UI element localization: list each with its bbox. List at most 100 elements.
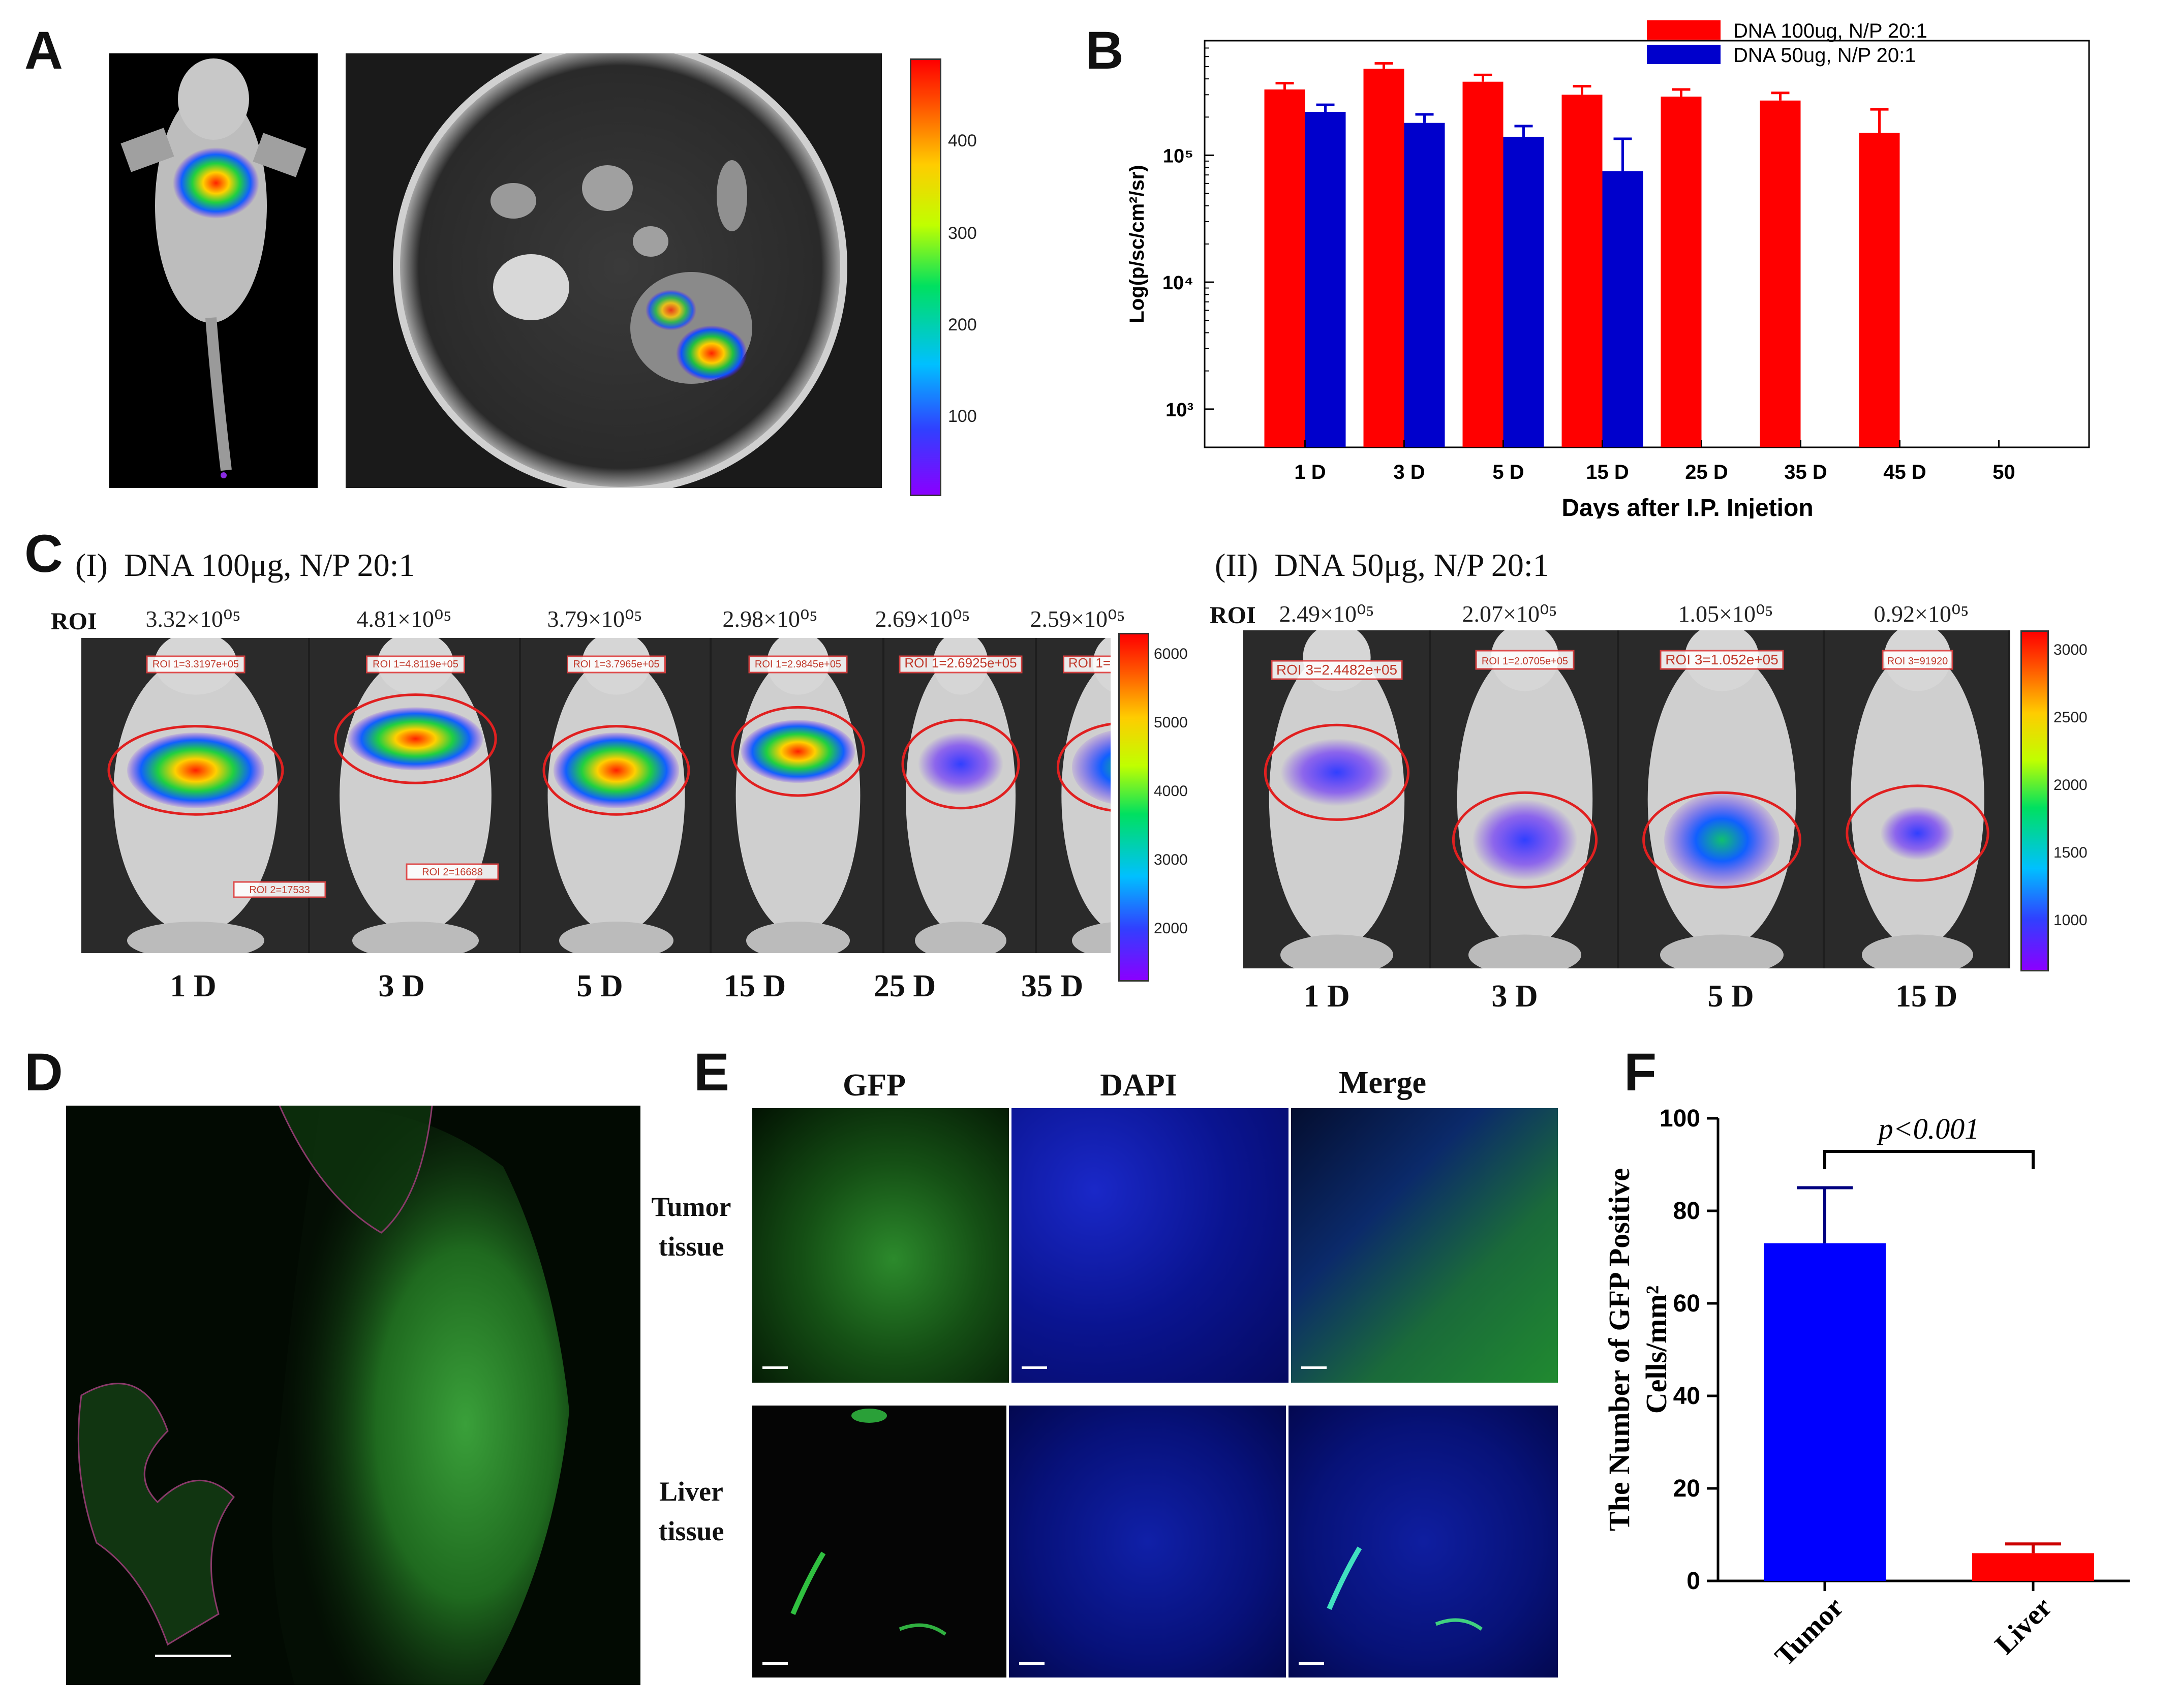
g2-mouse-1-signal [1280,738,1393,806]
g1-roi2-tag-1: ROI 2=17533 [249,884,310,896]
bar-f-liver [1972,1553,2094,1581]
g1-mouse-2-body [340,657,492,934]
g1-roi-5: 2.69×10⁰⁵ [875,606,970,632]
g1-roi2-tag-box-1 [233,881,326,898]
scale-bar-e1 [762,1366,788,1369]
g1-roi-tag-2: ROI 1=4.8119e+05 [373,659,458,670]
group2-mouse-svg: ROI 3=2.4482e+05 ROI 1=2.0705e+05 ROI 3=1.… [1243,630,2008,968]
g1-mouse-5-feet [915,922,1006,953]
e-liver-gfp-image [752,1406,1006,1678]
g2-mouse-1-feet [1280,934,1393,968]
g1-mouse-4-signal [741,720,855,783]
g2-roi-tag-4: ROI 3=91920 [1887,656,1948,667]
g1-roi-4: 2.98×10⁰⁵ [722,606,818,632]
panel-label-b: B [1085,21,1124,80]
g1-day-3: 5 D [576,969,623,1003]
colorbar-c2-2500: 2500 [2053,709,2088,726]
bar-f-tumor [1764,1243,1886,1581]
chart-b: 10³ 10⁴ 10⁵ 1 D 3 D 5 D 15 D 25 D 35 D 45 D 50 Days… [1126,20,2090,518]
legend-swatch-b-1 [1647,20,1721,40]
colorbar-c2-1500: 1500 [2053,844,2088,861]
e-liver-dapi-image [1009,1406,1286,1678]
g1-mouse-6-roi-circle [1056,722,1111,812]
x-tick-label-f-liver: Liver [1989,1591,2058,1660]
g1-roi-tag-box-1 [146,655,246,674]
g1-roi-tag-5: ROI 1=2.6925e+05 [904,655,1017,670]
scale-bar-e5 [1019,1662,1045,1665]
x-tick-label-b: 3 D [1393,461,1425,483]
e-row-label-tumor-line1: Tumor [651,1192,731,1222]
g1-roi-tag-6: ROI 1=2.5905e+05 [1068,655,1111,670]
colorbar-a-tick-300: 300 [948,224,977,243]
group2-mouse-strip: ROI 3=2.4482e+05 ROI 1=2.0705e+05 ROI 3=1.… [1243,630,2010,968]
mouse-whole-body-image [109,53,318,488]
g2-mouse-2-signal [1472,799,1578,881]
y-tick-label-f: 0 [1686,1568,1700,1595]
colorbar-c1 [1118,633,1149,982]
legend-label-b-1: DNA 100ug, N/P 20:1 [1733,20,1927,42]
g1-mouse-4-feet [746,922,850,953]
x-tick-label-b: 25 D [1685,461,1728,483]
g1-mouse-3-signal [553,733,680,808]
x-axis-label-b: Days after I.P. Injetion [1561,495,1813,518]
g1-mouse-5-signal [918,733,1003,796]
g2-mouse-3-roi-circle [1642,791,1801,889]
bar-b-1 [1760,100,1801,447]
g1-mouse-3-feet [559,922,673,953]
group2-title: (II) DNA 50μg, N/P 20:1 [1215,547,1549,583]
significance-label-f: p<0.001 [1877,1112,1980,1145]
g1-roi2-tag-2: ROI 2=16688 [422,867,483,878]
g1-roi-tag-box-4 [748,655,848,674]
tumor-section-fluorescence-image [66,1106,640,1685]
x-tick-label-b: 35 D [1784,461,1827,483]
g2-roi-1: 2.49×10⁰⁵ [1279,601,1374,627]
e-tumor-dapi-image [1011,1108,1289,1383]
g1-roi-tag-box-3 [567,655,666,674]
g2-mouse-4-feet [1862,934,1973,968]
panel-label-e: E [694,1043,730,1102]
g2-mouse-2-roi-circle [1452,791,1598,889]
x-tick-label-b: 15 D [1586,461,1629,483]
y-tick-label-b: 10⁵ [1163,145,1193,167]
group1-mouse-svg: ROI 1=3.3197e+05 ROI 1=4.8119e+05 ROI 1=3.… [81,638,1111,953]
x-tick-label-f-tumor: Tumor [1769,1591,1850,1672]
e-row-label-tumor-line2: tissue [658,1231,724,1262]
scale-bar-d [155,1655,231,1657]
g1-day-4: 15 D [723,969,786,1003]
y-tick-label-b: 10⁴ [1162,272,1193,294]
g2-day-4: 15 D [1895,979,1958,1014]
significance-bracket-f [1823,1150,2035,1169]
e-header-dapi: DAPI [1100,1068,1177,1103]
scale-bar-e4 [762,1662,788,1665]
g2-day-1: 1 D [1303,979,1350,1014]
panel-label-a: A [24,21,63,80]
x-tick-label-b: 50 [1992,461,2015,483]
x-tick-label-b: 5 D [1492,461,1524,483]
g1-mouse-6-feet [1072,922,1111,953]
bar-b-1 [1264,89,1305,447]
g1-mouse-3-roi-circle [542,725,690,816]
roi-label-2: ROI [1210,602,1256,629]
chart-f: 100 80 60 40 20 0 Tumor Liver p<0.001 The Number … [1603,1105,2130,1672]
y-axis-label-f-line2: Cells/mm² [1640,1286,1673,1414]
bar-b-2 [1503,136,1544,447]
colorbar-a-tick-400: 400 [948,131,977,150]
y-tick-label-f: 40 [1673,1383,1700,1410]
g2-day-2: 3 D [1491,979,1538,1014]
colorbar-c2-2000: 2000 [2053,777,2088,794]
colorbar-c1-5000: 5000 [1154,714,1188,731]
scale-bar-e3 [1301,1366,1327,1369]
y-tick-label-b: 10³ [1165,400,1193,421]
g2-day-3: 5 D [1707,979,1754,1014]
g2-roi-tag-box-4 [1882,650,1953,670]
g2-mouse-4-body [1851,650,1984,949]
g1-mouse-2-signal [348,707,483,771]
g1-mouse-4-roi-circle [731,706,865,797]
colorbar-c2-3000: 3000 [2053,642,2088,658]
g2-roi-tag-1: ROI 3=2.4482e+05 [1276,662,1397,678]
g1-day-1: 1 D [170,969,217,1003]
g2-roi-4: 0.92×10⁰⁵ [1874,601,1969,627]
g2-roi-tag-3: ROI 3=1.052e+05 [1665,652,1778,667]
g1-mouse-2-feet [352,922,479,953]
x-tick-label-b: 1 D [1294,461,1326,483]
